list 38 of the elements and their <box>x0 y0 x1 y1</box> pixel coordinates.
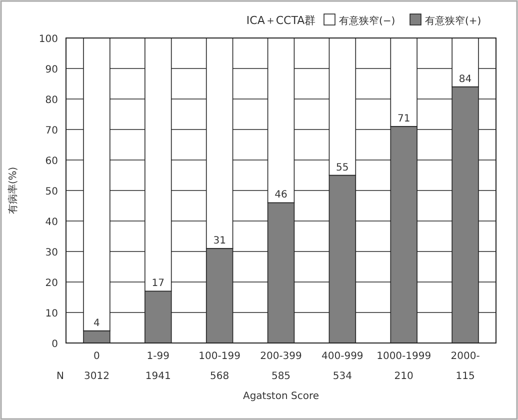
text: 568 <box>210 371 230 382</box>
text: 210 <box>394 371 414 382</box>
y-tick-label: 90 <box>45 64 58 76</box>
text: 115 <box>456 371 475 382</box>
x-tick-label: 200-399 <box>260 351 302 362</box>
data-label: 46 <box>274 190 288 201</box>
x-tick-label: 1-99 <box>146 351 170 362</box>
y-tick-label: 100 <box>38 34 58 45</box>
y-tick-label: 80 <box>45 95 58 106</box>
x-axis-title: Agatston Score <box>242 391 320 402</box>
y-tick-label: 10 <box>45 308 58 320</box>
y-axis-title: 有病率(%) <box>7 166 19 214</box>
x-tick-label: 0 <box>94 351 100 362</box>
text: 3012 <box>84 371 110 382</box>
x-tick-label: 100-199 <box>198 351 240 362</box>
text: N <box>56 371 64 382</box>
data-label: 4 <box>94 318 100 329</box>
y-tick-label: 60 <box>45 156 58 167</box>
y-tick-label: 70 <box>45 126 58 136</box>
y-tick-label: 0 <box>52 339 58 350</box>
y-tick-label: 40 <box>45 217 58 228</box>
x-tick-label: 1000-1999 <box>376 351 432 362</box>
data-label: 17 <box>152 278 165 290</box>
x-tick-label: 2000- <box>450 351 480 362</box>
text: 534 <box>332 371 352 382</box>
data-label: 55 <box>336 162 349 174</box>
text: 1941 <box>145 371 171 382</box>
data-label: 71 <box>397 113 410 124</box>
data-label: 84 <box>458 74 472 85</box>
legend-label: 有意狭窄(+) <box>425 15 482 27</box>
data-label: 31 <box>213 235 226 246</box>
chart-title: ICA＋CCTA群 <box>246 14 316 27</box>
y-tick-label: 30 <box>45 248 58 258</box>
text: 585 <box>271 371 291 382</box>
legend-label: 有意狭窄(−) <box>339 15 396 27</box>
y-tick-label: 50 <box>45 186 58 198</box>
y-tick-label: 20 <box>45 278 58 289</box>
x-tick-label: 400-999 <box>322 351 364 362</box>
